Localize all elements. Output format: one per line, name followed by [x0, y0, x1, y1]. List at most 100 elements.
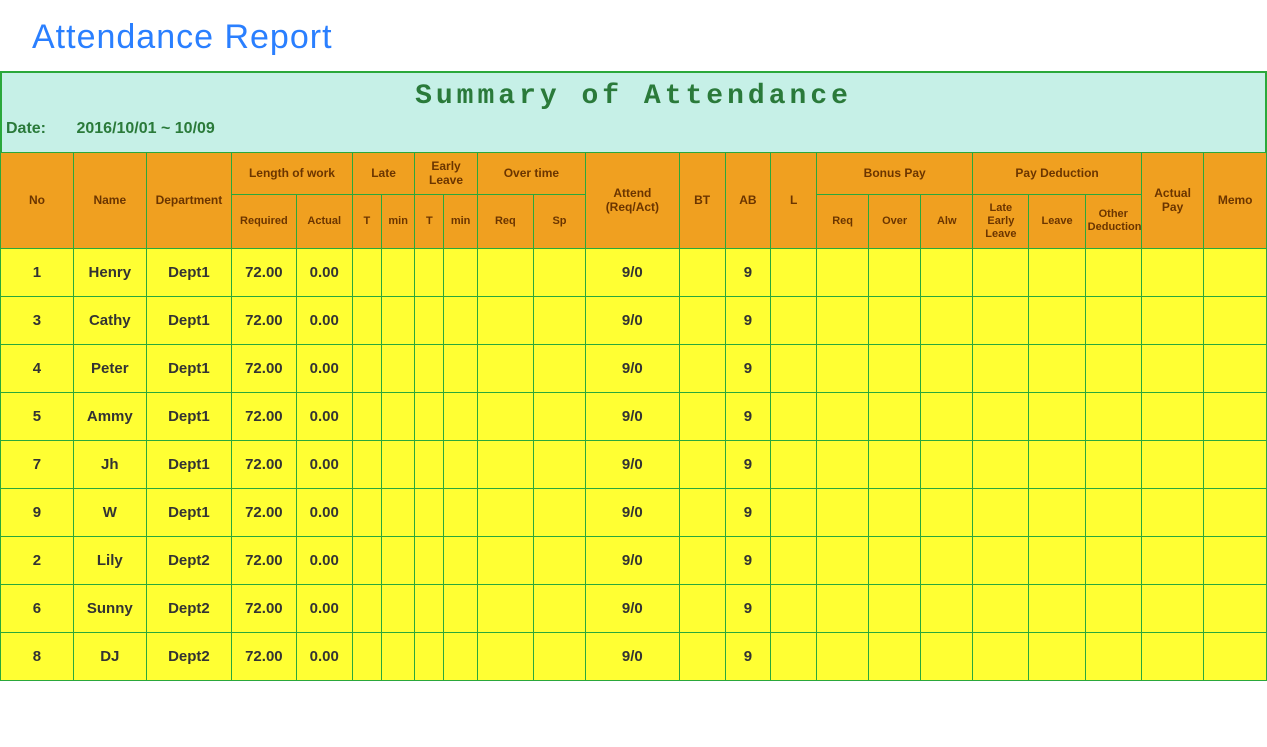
cell-no: 6 — [1, 584, 74, 632]
cell-ba — [921, 344, 973, 392]
cell-ots — [533, 248, 585, 296]
cell-ba — [921, 488, 973, 536]
cell-ba — [921, 392, 973, 440]
cell-emin — [444, 392, 477, 440]
cell-pv — [1029, 392, 1085, 440]
cell-ba — [921, 440, 973, 488]
col-early-min: min — [444, 194, 477, 248]
cell-bo — [869, 392, 921, 440]
table-row: 3CathyDept172.000.009/09 — [1, 296, 1267, 344]
cell-otr — [477, 440, 533, 488]
col-late-t: T — [352, 194, 381, 248]
cell-attend: 9/0 — [586, 344, 680, 392]
cell-ots — [533, 488, 585, 536]
cell-ab: 9 — [725, 488, 771, 536]
cell-bt — [679, 344, 725, 392]
cell-ap — [1141, 584, 1203, 632]
cell-lmin — [381, 440, 414, 488]
cell-ba — [921, 584, 973, 632]
cell-no: 8 — [1, 632, 74, 680]
cell-bo — [869, 248, 921, 296]
cell-ba — [921, 248, 973, 296]
cell-name: Jh — [73, 440, 146, 488]
table-row: 2LilyDept272.000.009/09 — [1, 536, 1267, 584]
table-row: 8DJDept272.000.009/09 — [1, 632, 1267, 680]
cell-ap — [1141, 296, 1203, 344]
cell-bt — [679, 296, 725, 344]
cell-pl — [973, 584, 1029, 632]
cell-po — [1085, 584, 1141, 632]
cell-po — [1085, 440, 1141, 488]
cell-me — [1204, 296, 1267, 344]
cell-name: Henry — [73, 248, 146, 296]
table-row: 4PeterDept172.000.009/09 — [1, 344, 1267, 392]
table-row: 7JhDept172.000.009/09 — [1, 440, 1267, 488]
cell-name: Sunny — [73, 584, 146, 632]
cell-lt — [352, 488, 381, 536]
cell-attend: 9/0 — [586, 632, 680, 680]
cell-lt — [352, 344, 381, 392]
col-length-group: Length of work — [232, 153, 353, 195]
cell-bo — [869, 296, 921, 344]
cell-ots — [533, 296, 585, 344]
cell-lt — [352, 584, 381, 632]
table-row: 5AmmyDept172.000.009/09 — [1, 392, 1267, 440]
cell-attend: 9/0 — [586, 392, 680, 440]
cell-actual: 0.00 — [296, 440, 352, 488]
cell-actual: 0.00 — [296, 632, 352, 680]
cell-emin — [444, 344, 477, 392]
date-value: 2016/10/01 ~ 10/09 — [76, 120, 214, 138]
cell-attend: 9/0 — [586, 536, 680, 584]
cell-br — [817, 632, 869, 680]
cell-me — [1204, 584, 1267, 632]
cell-bo — [869, 440, 921, 488]
cell-name: Cathy — [73, 296, 146, 344]
cell-emin — [444, 536, 477, 584]
col-attend: Attend (Req/Act) — [586, 153, 680, 249]
cell-required: 72.00 — [232, 392, 297, 440]
cell-pv — [1029, 488, 1085, 536]
cell-no: 9 — [1, 488, 74, 536]
cell-no: 5 — [1, 392, 74, 440]
col-over-group: Over time — [477, 153, 585, 195]
cell-po — [1085, 488, 1141, 536]
cell-ap — [1141, 248, 1203, 296]
cell-required: 72.00 — [232, 488, 297, 536]
summary-banner: Summary of Attendance Date: 2016/10/01 ~… — [0, 71, 1267, 152]
cell-pl — [973, 296, 1029, 344]
cell-po — [1085, 248, 1141, 296]
table-body: 1HenryDept172.000.009/093CathyDept172.00… — [1, 248, 1267, 680]
cell-br — [817, 248, 869, 296]
cell-ba — [921, 296, 973, 344]
cell-ots — [533, 392, 585, 440]
cell-dept: Dept1 — [146, 248, 231, 296]
cell-br — [817, 536, 869, 584]
cell-ots — [533, 344, 585, 392]
cell-et — [415, 440, 444, 488]
cell-po — [1085, 392, 1141, 440]
cell-emin — [444, 248, 477, 296]
col-required: Required — [232, 194, 297, 248]
cell-pv — [1029, 248, 1085, 296]
cell-required: 72.00 — [232, 440, 297, 488]
cell-po — [1085, 296, 1141, 344]
cell-ap — [1141, 536, 1203, 584]
cell-po — [1085, 632, 1141, 680]
col-late-min: min — [381, 194, 414, 248]
col-over-req: Req — [477, 194, 533, 248]
cell-ap — [1141, 632, 1203, 680]
cell-dept: Dept1 — [146, 344, 231, 392]
cell-otr — [477, 344, 533, 392]
col-l: L — [771, 153, 817, 249]
cell-no: 4 — [1, 344, 74, 392]
cell-dept: Dept1 — [146, 440, 231, 488]
cell-pv — [1029, 296, 1085, 344]
cell-dept: Dept1 — [146, 392, 231, 440]
cell-ba — [921, 632, 973, 680]
cell-attend: 9/0 — [586, 488, 680, 536]
table-row: 9WDept172.000.009/09 — [1, 488, 1267, 536]
cell-et — [415, 248, 444, 296]
cell-actual: 0.00 — [296, 536, 352, 584]
cell-lmin — [381, 392, 414, 440]
cell-dept: Dept1 — [146, 488, 231, 536]
